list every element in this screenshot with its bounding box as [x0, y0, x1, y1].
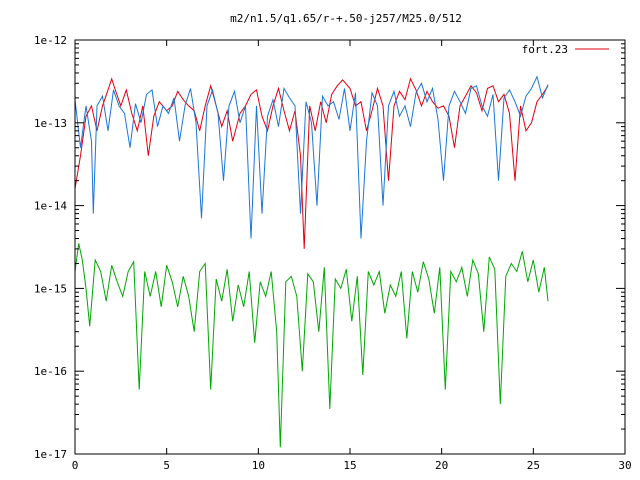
series-line-2: [74, 243, 549, 448]
x-tick-label: 15: [343, 459, 356, 472]
y-tick-label: 1e-14: [34, 200, 67, 213]
x-tick-label: 20: [435, 459, 448, 472]
chart-title: m2/n1.5/q1.65/r-+.50-j257/M25.0/512: [230, 12, 462, 25]
y-tick-label: 1e-17: [34, 448, 67, 461]
y-tick-label: 1e-15: [34, 282, 67, 295]
series-layer: [74, 75, 549, 448]
legend-entry-label: fort.23: [522, 43, 568, 56]
series-line-0: [74, 77, 549, 249]
legend: fort.23: [522, 43, 609, 56]
y-axis: 1e-12 1e-13 1e-14 1e-15 1e-16 1e-17: [34, 34, 625, 461]
y-tick-label: 1e-13: [34, 117, 67, 130]
x-tick-label: 5: [163, 459, 170, 472]
x-tick-label: 10: [252, 459, 265, 472]
x-tick-label: 25: [527, 459, 540, 472]
x-tick-label: 30: [618, 459, 631, 472]
x-axis: 0 5 10 15 20 25 30: [72, 40, 632, 472]
x-tick-label: 0: [72, 459, 79, 472]
y-tick-label: 1e-16: [34, 365, 67, 378]
y-tick-label: 1e-12: [34, 34, 67, 47]
series-line-1: [74, 75, 549, 239]
